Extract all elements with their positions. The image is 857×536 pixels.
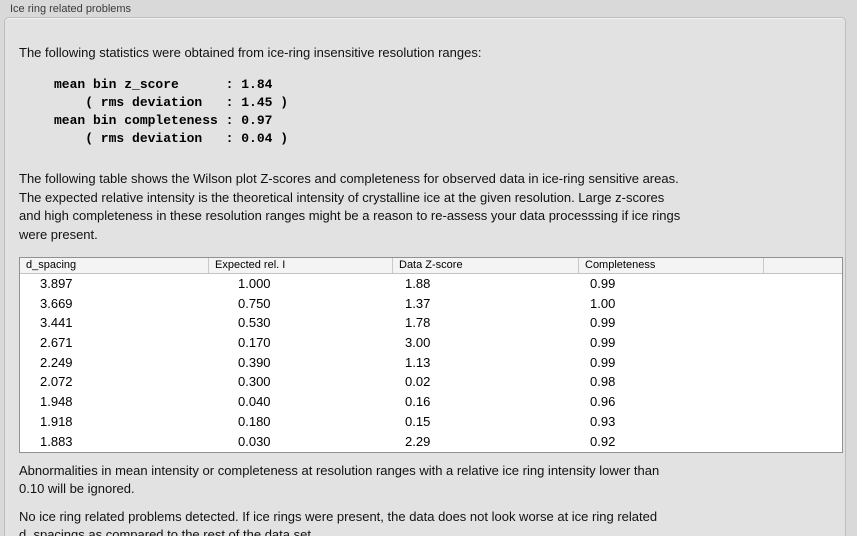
- table-cell: 0.180: [238, 413, 271, 429]
- table-cell: 0.15: [405, 413, 431, 429]
- table-cell: 0.750: [238, 295, 271, 311]
- table-cell-filler: [763, 392, 842, 412]
- table-row[interactable]: 2.249 0.390 1.13 0.99: [20, 352, 842, 373]
- table-cell: 3.897: [40, 276, 73, 291]
- ice-ring-table: d_spacing Expected rel. I Data Z-score C…: [19, 257, 843, 453]
- table-cell: 1.37: [405, 295, 431, 311]
- table-cell: 0.96: [590, 394, 616, 410]
- table-cell-filler: [763, 372, 842, 392]
- column-header-completeness[interactable]: Completeness: [578, 258, 763, 273]
- table-cell: 0.02: [405, 374, 431, 390]
- table-body: 3.897 1.000 1.88 0.99 3.669 0.750 1.37 1.00 3.44…: [20, 274, 842, 452]
- table-row[interactable]: 3.669 0.750 1.37 1.00: [20, 293, 842, 314]
- table-row[interactable]: 1.948 0.040 0.16 0.96: [20, 392, 842, 412]
- table-cell: 1.948: [40, 394, 73, 410]
- table-cell: 1.13: [405, 354, 431, 370]
- column-header-data-z-score[interactable]: Data Z-score: [392, 258, 578, 273]
- table-cell: 2.29: [405, 433, 431, 449]
- table-row[interactable]: 1.883 0.030 2.29 0.92: [20, 431, 842, 452]
- table-cell: 0.170: [238, 335, 271, 351]
- table-cell: 0.16: [405, 394, 431, 410]
- table-cell-filler: [763, 294, 842, 314]
- table-cell: 0.98: [590, 374, 616, 390]
- ignore-threshold-note: Abnormalities in mean intensity or compl…: [19, 463, 660, 496]
- stats-block: mean bin z_score : 1.84 ( rms deviation …: [54, 77, 289, 146]
- table-cell-filler: [763, 274, 842, 294]
- table-cell: 0.99: [590, 354, 616, 370]
- table-cell-filler: [763, 432, 842, 452]
- table-cell: 0.030: [238, 433, 271, 449]
- column-header-filler: [763, 258, 842, 273]
- table-cell: 2.249: [40, 354, 73, 370]
- intro-text: The following statistics were obtained f…: [19, 45, 482, 60]
- table-row[interactable]: 1.918 0.180 0.15 0.93: [20, 411, 842, 432]
- table-cell: 3.441: [40, 315, 73, 331]
- table-cell: 1.00: [590, 295, 616, 311]
- table-cell: 0.530: [238, 315, 271, 331]
- column-header-expected-rel-i[interactable]: Expected rel. I: [208, 258, 392, 273]
- table-description: The following table shows the Wilson plo…: [19, 171, 681, 242]
- table-cell: 1.918: [40, 413, 73, 429]
- table-cell-filler: [763, 412, 842, 432]
- table-cell: 0.99: [590, 315, 616, 331]
- table-cell: 1.000: [238, 276, 271, 291]
- table-cell: 1.78: [405, 315, 431, 331]
- table-row[interactable]: 3.897 1.000 1.88 0.99: [20, 274, 842, 294]
- table-cell: 0.99: [590, 276, 616, 291]
- column-header-d-spacing[interactable]: d_spacing: [26, 259, 77, 271]
- ice-ring-panel: The following statistics were obtained f…: [4, 17, 846, 536]
- table-cell: 0.040: [238, 394, 271, 410]
- table-cell: 0.99: [590, 335, 616, 351]
- group-box-label: Ice ring related problems: [10, 3, 132, 15]
- table-row[interactable]: 2.671 0.170 3.00 0.99: [20, 333, 842, 353]
- table-cell: 0.300: [238, 374, 271, 390]
- table-cell: 0.390: [238, 354, 271, 370]
- table-cell: 3.00: [405, 335, 431, 351]
- table-cell-filler: [763, 353, 842, 373]
- table-row[interactable]: 2.072 0.300 0.02 0.98: [20, 372, 842, 393]
- table-row[interactable]: 3.441 0.530 1.78 0.99: [20, 313, 842, 334]
- conclusion-note: No ice ring related problems detected. I…: [19, 509, 658, 536]
- table-cell: 1.88: [405, 276, 431, 291]
- table-cell: 0.93: [590, 413, 616, 429]
- table-cell: 3.669: [40, 295, 73, 311]
- table-header: d_spacing Expected rel. I Data Z-score C…: [20, 258, 842, 274]
- table-cell-filler: [763, 313, 842, 333]
- table-cell: 0.92: [590, 433, 616, 449]
- table-cell: 1.883: [40, 433, 73, 449]
- table-cell-filler: [763, 333, 842, 353]
- table-cell: 2.671: [40, 335, 73, 351]
- table-cell: 2.072: [40, 374, 73, 390]
